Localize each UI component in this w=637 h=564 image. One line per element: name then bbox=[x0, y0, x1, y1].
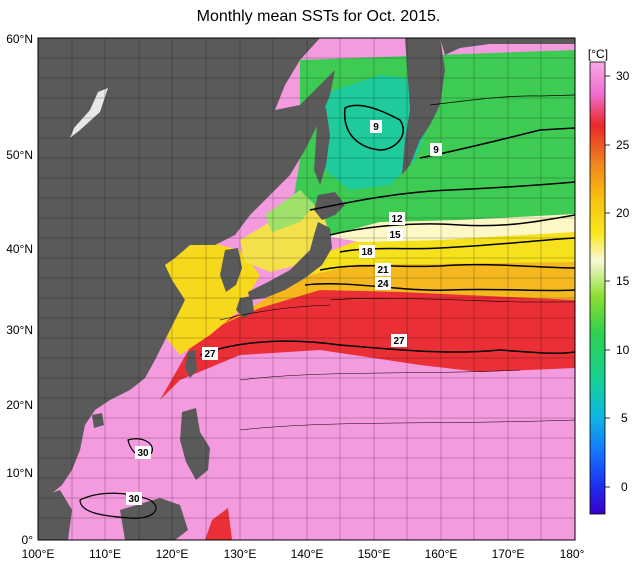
lon-label-110: 110°E bbox=[89, 547, 121, 561]
contour-label-15: 15 bbox=[389, 230, 401, 241]
lat-label-20: 20°N bbox=[6, 398, 33, 412]
lat-label-0: 0° bbox=[22, 533, 34, 547]
contour-label-18: 18 bbox=[361, 247, 373, 258]
colorbar-tick-25: 25 bbox=[616, 138, 630, 152]
lon-label-170: 170°E bbox=[492, 547, 525, 561]
lon-label-100: 100°E bbox=[22, 547, 55, 561]
land-asia bbox=[38, 38, 335, 498]
lon-label-140: 140°E bbox=[291, 547, 324, 561]
colorbar-tick-30: 30 bbox=[616, 69, 630, 83]
land-hainan bbox=[92, 413, 104, 428]
contour-label-24: 24 bbox=[377, 279, 389, 290]
lat-label-60: 60°N bbox=[6, 32, 33, 46]
contour-labels: 9 9 12 15 18 21 24 27 27 30 30 bbox=[126, 120, 442, 505]
lat-label-30: 30°N bbox=[6, 323, 33, 337]
lon-label-180: 180° bbox=[560, 547, 585, 561]
land-borneo bbox=[120, 498, 188, 540]
ocean-red-band bbox=[160, 288, 575, 400]
contour-label-9a: 9 bbox=[373, 122, 379, 133]
graticule bbox=[38, 38, 575, 540]
map-frame bbox=[37, 37, 576, 541]
contour-label-21: 21 bbox=[377, 265, 389, 276]
colorbar: [°C] 30 25 20 15 10 5 0 bbox=[588, 47, 630, 515]
lon-label-160: 160°E bbox=[425, 547, 458, 561]
lake-baikal bbox=[70, 88, 108, 138]
colorbar-tick-10: 10 bbox=[616, 343, 630, 357]
land-korea bbox=[220, 248, 242, 292]
colorbar-tick-20: 20 bbox=[616, 206, 630, 220]
colorbar-tick-15: 15 bbox=[616, 274, 630, 288]
land-philippines bbox=[180, 408, 210, 480]
lon-axis: 100°E 110°E 120°E 130°E 140°E 150°E 160°… bbox=[22, 547, 585, 561]
ocean-sea-of-japan-north bbox=[265, 190, 315, 232]
lon-label-120: 120°E bbox=[156, 547, 189, 561]
map-area bbox=[38, 38, 575, 540]
colorbar-gradient bbox=[589, 61, 606, 515]
contour-label-27b: 27 bbox=[204, 349, 216, 360]
colorbar-tick-5: 5 bbox=[621, 411, 628, 425]
colorbar-tick-0: 0 bbox=[621, 480, 628, 494]
contour-label-30a: 30 bbox=[137, 448, 149, 459]
contour-label-27a: 27 bbox=[393, 336, 405, 347]
contour-label-12: 12 bbox=[391, 214, 403, 225]
contour-label-9b: 9 bbox=[433, 145, 439, 156]
lat-label-40: 40°N bbox=[6, 242, 33, 256]
map-title: Monthly mean SSTs for Oct. 2015. bbox=[196, 8, 441, 25]
land-north bbox=[440, 38, 575, 55]
land-kyushu bbox=[236, 296, 254, 318]
lat-axis: 60°N 50°N 40°N 30°N 20°N 10°N 0° bbox=[6, 32, 33, 547]
ocean-red-patch bbox=[205, 508, 232, 540]
lon-label-130: 130°E bbox=[224, 547, 257, 561]
ocean-cream-band bbox=[320, 212, 575, 242]
lat-label-10: 10°N bbox=[6, 466, 33, 480]
contour-label-30b: 30 bbox=[128, 494, 140, 505]
colorbar-unit: [°C] bbox=[588, 47, 608, 61]
land-kamchatka bbox=[402, 38, 445, 175]
land-sakhalin bbox=[314, 108, 330, 185]
lat-label-50: 50°N bbox=[6, 148, 33, 162]
lon-label-150: 150°E bbox=[358, 547, 391, 561]
land-honshu bbox=[248, 222, 332, 300]
land-taiwan bbox=[185, 350, 197, 378]
isotherms bbox=[79, 94, 575, 519]
land-malay bbox=[38, 490, 72, 540]
